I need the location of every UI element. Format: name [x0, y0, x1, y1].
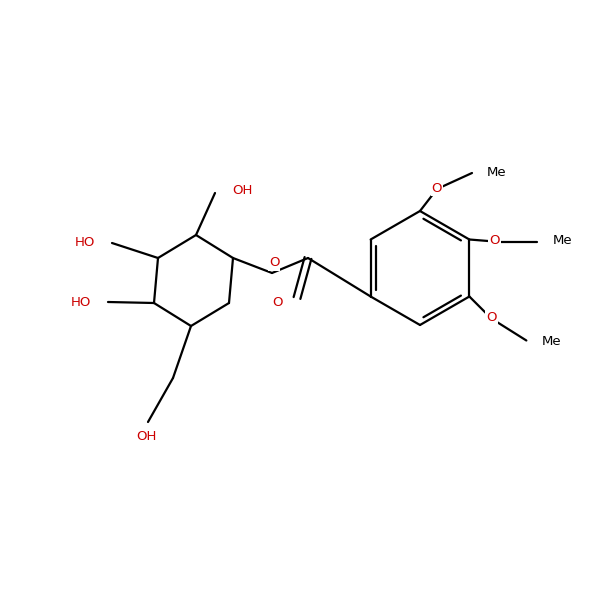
- Text: O: O: [489, 234, 500, 247]
- Text: O: O: [269, 257, 279, 269]
- Text: Me: Me: [553, 234, 572, 247]
- Text: OH: OH: [232, 185, 253, 197]
- Text: OH: OH: [136, 430, 156, 443]
- Text: O: O: [432, 181, 442, 194]
- Text: HO: HO: [74, 236, 95, 250]
- Text: Me: Me: [487, 166, 506, 179]
- Text: O: O: [272, 296, 283, 310]
- Text: HO: HO: [71, 295, 91, 308]
- Text: O: O: [486, 311, 497, 324]
- Text: Me: Me: [541, 335, 561, 348]
